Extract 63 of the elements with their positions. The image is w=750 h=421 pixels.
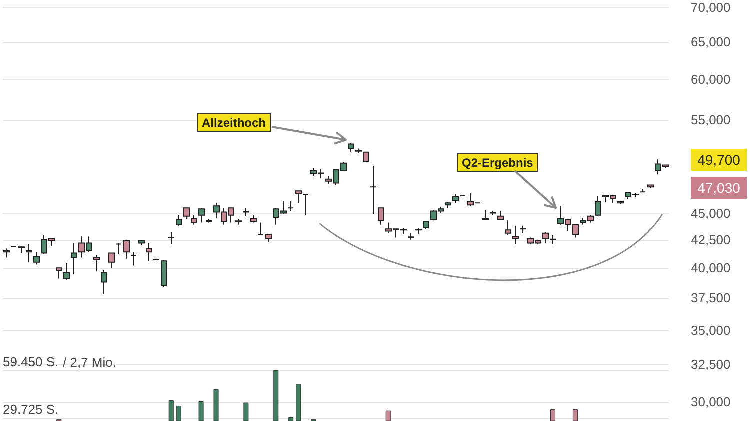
candlestick <box>303 194 309 216</box>
annotation: Allzeithoch <box>202 116 266 130</box>
candlestick <box>108 252 115 269</box>
candlestick <box>617 200 624 205</box>
candlestick <box>348 142 354 153</box>
candlestick <box>452 194 459 204</box>
y-tick-label: 45,000 <box>691 206 731 221</box>
y-tick-label: 60,000 <box>691 72 731 87</box>
candlestick <box>168 232 175 245</box>
candlestick <box>505 220 511 236</box>
candlestick <box>26 244 32 263</box>
y-tick-label: 70,000 <box>691 0 731 16</box>
annotation: / 2,7 Mio. <box>63 355 116 370</box>
candlestick <box>647 184 654 189</box>
y2-tick-label: 59.450 S. <box>3 354 59 370</box>
candlestick <box>198 208 205 224</box>
candlestick <box>235 219 242 226</box>
candlestick <box>161 260 167 288</box>
candlestick <box>482 210 489 220</box>
candlestick <box>146 242 152 262</box>
candlestick <box>415 228 422 235</box>
candlestick <box>101 270 107 295</box>
y2-tick-label: 29.725 S. <box>3 402 59 418</box>
candlestick <box>490 210 496 216</box>
candlestick <box>3 248 10 258</box>
candlestick <box>370 166 377 215</box>
candlestick <box>423 221 429 230</box>
candlestick <box>191 214 197 226</box>
candlestick <box>138 240 145 246</box>
candlestick <box>288 200 294 212</box>
text: 47,030 <box>698 180 741 196</box>
candlestick <box>520 225 526 234</box>
y-tick-label: 40,000 <box>691 260 731 276</box>
candlestick <box>640 188 646 193</box>
candlestick <box>595 196 601 217</box>
candlestick <box>243 208 249 217</box>
candlestick <box>363 152 369 163</box>
candlestick <box>445 202 451 209</box>
y-tick-label: 42,500 <box>691 232 731 248</box>
y-tick-label: 32,500 <box>691 357 731 372</box>
candlestick <box>206 219 212 224</box>
candlestick <box>295 190 302 204</box>
candlestick <box>71 242 77 274</box>
candlestick <box>512 225 519 245</box>
y-tick-label: 65,000 <box>691 34 731 50</box>
candlestick <box>183 208 190 220</box>
candlestick <box>355 148 362 154</box>
candlestick <box>497 210 504 220</box>
candlestick <box>408 232 414 240</box>
y-tick-label: 35,000 <box>691 322 731 338</box>
candlestick <box>378 208 384 226</box>
y-tick-label: 30,000 <box>691 394 731 410</box>
candlestick <box>250 214 257 224</box>
y-tick-label: 55,000 <box>691 112 731 128</box>
candlestick <box>63 262 70 280</box>
candlestick <box>176 214 182 226</box>
candlestick <box>93 254 100 272</box>
candlestick <box>56 268 62 280</box>
y-tick-label: 37,500 <box>691 290 731 306</box>
candlestick <box>33 252 40 266</box>
text: 49,700 <box>698 152 741 168</box>
annotation: Q2-Ergebnis <box>462 156 534 170</box>
candlestick <box>131 252 137 266</box>
